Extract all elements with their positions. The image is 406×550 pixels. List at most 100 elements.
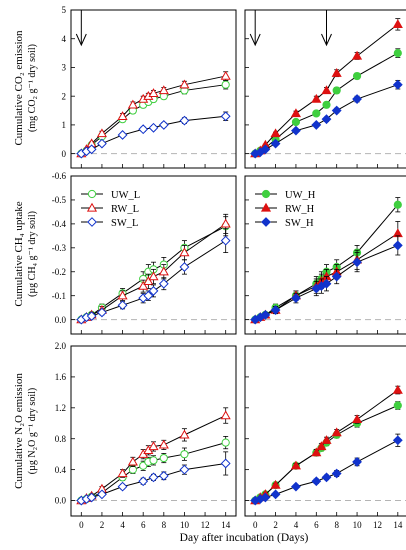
data-point	[331, 271, 342, 282]
data-point	[220, 235, 231, 246]
data-point	[321, 472, 332, 483]
y-axis-label-line: (µg N₂O g⁻¹ dry soil)	[27, 388, 38, 474]
panel-frame	[244, 345, 406, 517]
data-point	[311, 93, 322, 103]
x-tick-label: 6	[141, 520, 146, 530]
data-point	[291, 117, 301, 127]
data-point	[159, 453, 168, 463]
data-point	[148, 271, 159, 281]
data-point	[352, 414, 363, 424]
x-tick-label: 10	[180, 520, 190, 530]
legend-label: UW_L	[111, 190, 140, 201]
x-tick-label: 0	[79, 520, 84, 530]
data-point	[392, 19, 403, 29]
data-point	[148, 441, 159, 451]
y-tick-label: 3	[62, 63, 67, 73]
data-point	[158, 266, 169, 276]
data-point	[179, 464, 190, 475]
down-arrow-icon	[249, 33, 261, 47]
legend-marker	[260, 202, 272, 212]
y-tick-label: 0.0	[55, 315, 67, 325]
panel-frame	[70, 345, 237, 517]
data-point	[138, 124, 149, 135]
x-tick-label: 14	[221, 520, 231, 530]
x-tick-label: 2	[273, 520, 278, 530]
data-point	[179, 262, 190, 272]
series-SW_L	[76, 451, 231, 506]
data-point	[352, 457, 362, 467]
data-point	[97, 489, 107, 500]
y-tick-label: 0.0	[55, 496, 67, 506]
data-point	[316, 441, 327, 451]
y-tick-label: 0.8	[55, 434, 67, 444]
data-point	[86, 311, 97, 321]
x-tick-label: 14	[393, 520, 403, 530]
data-point	[331, 427, 342, 437]
y-axis-label-line: (µg CH₄ g⁻¹ dry soil)	[27, 211, 38, 297]
data-point	[220, 410, 231, 420]
data-point	[127, 456, 138, 466]
panels-layer: 0 12 3 4 5 Cumulative CO₂ emission (mg CO₂ g⁻¹…	[13, 5, 406, 530]
data-point	[392, 240, 403, 251]
data-point	[117, 300, 128, 311]
y-tick-label: -0.4	[52, 219, 67, 229]
data-point	[392, 384, 403, 394]
data-point	[321, 85, 332, 95]
data-point	[97, 307, 107, 318]
x-tick-label: 12	[373, 520, 382, 530]
data-point	[393, 200, 402, 209]
data-point	[352, 71, 362, 81]
legend: UW_H RW_H SW_H	[255, 189, 316, 229]
y-tick-label: 1.2	[55, 403, 66, 413]
down-arrow-icon	[75, 33, 87, 47]
panel-frame	[70, 175, 237, 335]
y-tick-label: -0.2	[52, 267, 66, 277]
series-SW_H	[250, 433, 403, 506]
data-point	[260, 309, 271, 320]
y-axis-label-line: Cumulative CO₂ emission	[13, 30, 25, 146]
data-point	[117, 111, 128, 120]
data-point	[180, 450, 189, 459]
y-tick-label: -0.6	[52, 171, 67, 181]
data-point	[311, 447, 322, 457]
x-tick-label: 4	[294, 520, 299, 530]
data-point	[331, 105, 342, 116]
x-tick-label: 8	[162, 520, 167, 530]
y-tick-label: -0.5	[52, 195, 67, 205]
data-point	[86, 492, 97, 503]
data-point	[143, 276, 154, 285]
data-point	[331, 67, 342, 77]
legend-marker	[87, 217, 97, 227]
data-point	[290, 108, 301, 118]
data-point	[117, 468, 128, 478]
panel-N2O-high: 0 2 4 6 8 10 12 14	[244, 345, 406, 530]
data-point	[148, 286, 159, 296]
x-tick-label: 12	[201, 520, 210, 530]
data-point	[331, 468, 342, 479]
y-tick-label: 2	[62, 91, 67, 101]
data-point	[148, 472, 159, 483]
data-point	[291, 481, 301, 492]
x-tick-label: 2	[100, 520, 105, 530]
down-arrow-icon	[321, 33, 332, 47]
x-tick-label: 6	[314, 520, 319, 530]
legend-label: RW_L	[111, 204, 139, 215]
data-point	[270, 305, 281, 315]
data-point	[332, 86, 341, 95]
data-point	[392, 435, 403, 446]
data-point	[158, 278, 169, 289]
data-point	[321, 278, 332, 289]
data-point	[393, 401, 402, 410]
y-tick-label: 5	[62, 5, 67, 15]
data-point	[260, 492, 271, 503]
y-tick-label: 2.0	[55, 341, 67, 351]
data-point	[127, 99, 138, 109]
data-point	[392, 79, 403, 90]
y-axis-label-line: (mg CO₂ g⁻¹ dry soil)	[27, 44, 38, 132]
data-point	[117, 130, 128, 140]
panel-frame	[244, 175, 406, 335]
panel-frame	[244, 9, 406, 169]
data-point	[158, 120, 169, 130]
legend: UW_L RW_L SW_L	[81, 189, 140, 229]
panel-N2O-low: 0 2 4 6 8 10 12 14 0.0 0.4 0.8 1.2 1.6 2.0 Cumulative …	[13, 341, 237, 530]
